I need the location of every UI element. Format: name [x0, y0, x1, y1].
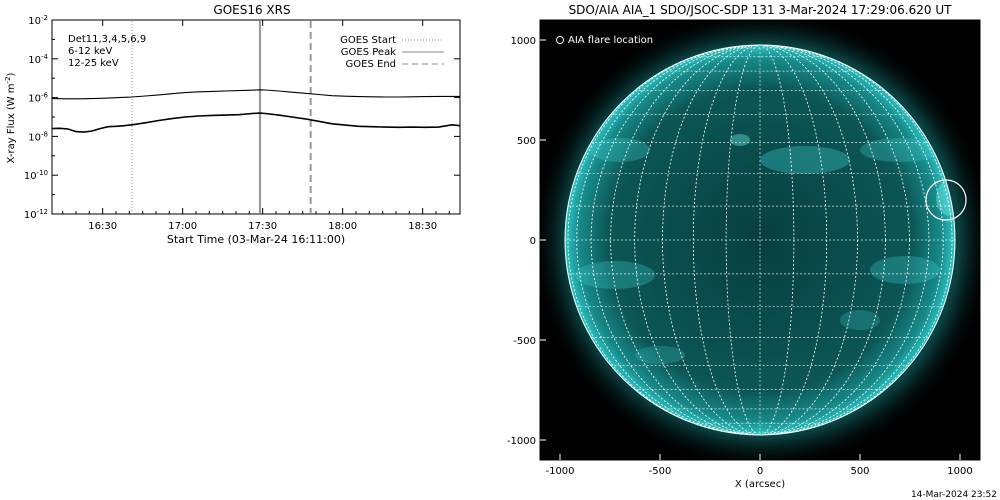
detector-label-6-12kev: 6-12 keV — [68, 46, 112, 57]
goes-series-short — [51, 112, 461, 133]
aia-image-title: SDO/AIA AIA_1 SDO/JSOC-SDP 131 3-Mar-202… — [569, 3, 953, 17]
longitude-line — [634, 45, 886, 435]
legend-goes-end: GOES End — [346, 59, 396, 70]
goes-legend: GOES Start GOES Peak GOES End — [340, 35, 444, 70]
footer-timestamp: 14-Mar-2024 23:52 — [911, 490, 997, 500]
goes-xrs-chart: GOES16 XRS 10-2 10-4 10-6 10-8 10-10 10-12 16… — [4, 3, 461, 246]
longitude-line — [610, 45, 910, 435]
longitude-line — [662, 45, 858, 435]
goes-time-markers — [131, 21, 312, 213]
goes-chart-title: GOES16 XRS — [213, 3, 290, 17]
aia-y-tick-label: -500 — [513, 336, 536, 347]
goes-y-tick-label: 10-2 — [28, 14, 48, 27]
goes-x-tick-label: 18:00 — [328, 221, 357, 232]
goes-plot-frame — [51, 19, 461, 215]
solar-limb — [564, 44, 956, 436]
longitude-line — [590, 45, 930, 435]
goes-x-axis: 16:30 17:00 17:30 18:00 18:30 — [62, 20, 450, 232]
aia-y-tick-label: 0 — [530, 236, 536, 247]
aia-x-tick-label: -500 — [649, 466, 672, 477]
aia-x-tick-label: 0 — [757, 466, 763, 477]
detector-label-12-25kev: 12-25 keV — [68, 58, 119, 69]
goes-y-tick-label: 10-10 — [24, 169, 48, 182]
goes-x-tick-label: 18:30 — [408, 221, 437, 232]
aia-x-tick-label: 500 — [850, 466, 869, 477]
aia-y-tick-label: 1000 — [511, 36, 536, 47]
goes-x-axis-label: Start Time (03-Mar-24 16:11:00) — [167, 233, 345, 246]
goes-x-tick-label: 17:30 — [248, 221, 277, 232]
goes-y-tick-label: 10-12 — [24, 208, 48, 221]
flare-legend-symbol — [556, 36, 564, 44]
aia-y-axis: -1000 -500 0 500 1000 — [507, 36, 546, 447]
goes-y-tick-label: 10-4 — [28, 53, 48, 66]
aia-x-tick-label: 1000 — [947, 466, 972, 477]
goes-series — [51, 89, 461, 133]
longitude-line — [725, 45, 795, 435]
aia-y-tick-label: -1000 — [507, 436, 536, 447]
aia-y-tick-label: 500 — [517, 136, 536, 147]
aia-x-axis: -1000 -500 0 500 1000 — [545, 454, 973, 477]
legend-goes-peak: GOES Peak — [341, 47, 396, 58]
goes-y-tick-label: 10-8 — [28, 130, 48, 143]
goes-y-axis: 10-2 10-4 10-6 10-8 10-10 10-12 — [24, 14, 460, 221]
heliographic-grid — [565, 45, 955, 435]
aia-x-axis-label: X (arcsec) — [735, 479, 785, 490]
flare-location-marker — [925, 179, 967, 221]
goes-series-long — [51, 89, 460, 100]
aia-x-tick-label: -1000 — [545, 466, 574, 477]
goes-y-tick-label: 10-6 — [28, 92, 48, 105]
flare-legend-label: AIA flare location — [568, 35, 653, 46]
longitude-line — [576, 45, 944, 435]
goes-x-tick-label: 16:30 — [88, 221, 117, 232]
longitude-line — [567, 45, 953, 435]
aia-image-panel: SDO/AIA AIA_1 SDO/JSOC-SDP 131 3-Mar-202… — [507, 3, 981, 490]
goes-x-tick-label: 17:00 — [168, 221, 197, 232]
detector-label-all: Det11,3,4,5,6,9 — [68, 34, 146, 45]
legend-goes-start: GOES Start — [340, 35, 396, 46]
goes-y-axis-label: X-ray Flux (W m-2) — [4, 72, 17, 163]
